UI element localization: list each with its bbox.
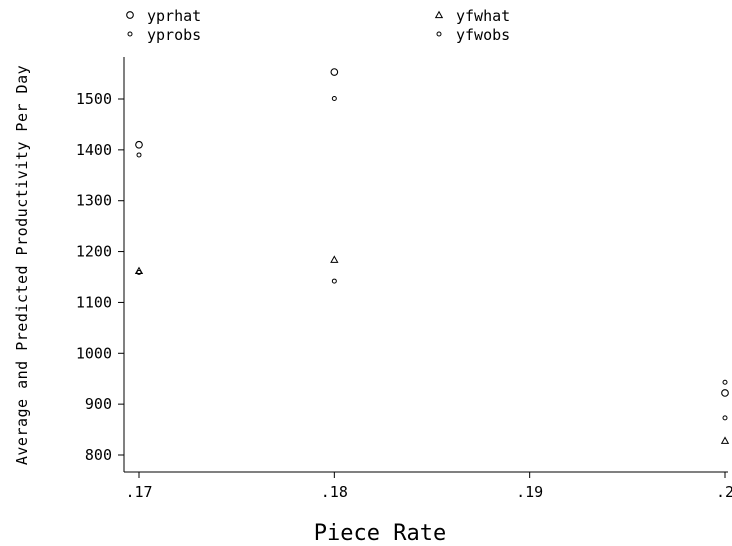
x-tick-label: .19 — [516, 483, 543, 501]
y-tick-label: 1300 — [76, 192, 112, 210]
point-yfwobs — [331, 278, 337, 284]
x-tick-label: .2 — [716, 483, 732, 501]
legend-marker-yprobs — [127, 31, 133, 37]
point-yfwhat — [330, 255, 339, 263]
legend-label-yfwhat: yfwhat — [456, 7, 510, 25]
y-tick-label: 800 — [85, 446, 112, 464]
y-ticks: 800 900 1000 1100 1200 1300 1400 1500 — [76, 90, 124, 464]
data-points — [134, 68, 730, 444]
legend-marker-yprhat — [126, 11, 134, 19]
point-yprhat — [135, 140, 143, 149]
y-axis-title: Average and Predicted Productivity Per D… — [13, 65, 31, 465]
point-yprhat — [721, 389, 729, 397]
axes — [123, 57, 728, 473]
y-tick-label: 1500 — [76, 90, 112, 108]
y-tick-label: 1200 — [76, 243, 112, 261]
point-yfwhat — [720, 436, 730, 444]
point-yfwobs — [136, 269, 142, 275]
x-axis-title: Piece Rate — [314, 521, 446, 546]
x-tick-label: .17 — [125, 483, 152, 501]
legend-label-yprobs: yprobs — [147, 26, 201, 44]
x-tick-label: .18 — [321, 483, 348, 501]
y-tick-label: 900 — [85, 395, 112, 413]
y-tick-label: 1100 — [76, 293, 112, 311]
legend-marker-yfwobs — [436, 31, 442, 37]
point-yfwobs — [722, 415, 728, 421]
y-tick-label: 1400 — [76, 141, 112, 159]
y-tick-label: 1000 — [76, 344, 112, 362]
legend-label-yfwobs: yfwobs — [456, 26, 510, 44]
point-yprobs — [331, 95, 337, 101]
point-yprhat — [330, 68, 339, 76]
legend-marker-yfwhat — [434, 10, 444, 19]
point-yprobs — [722, 379, 728, 385]
point-yprobs — [136, 152, 142, 158]
legend-label-yprhat: yprhat — [147, 7, 201, 25]
x-ticks: .17 .18 .19 .2 — [125, 472, 732, 501]
